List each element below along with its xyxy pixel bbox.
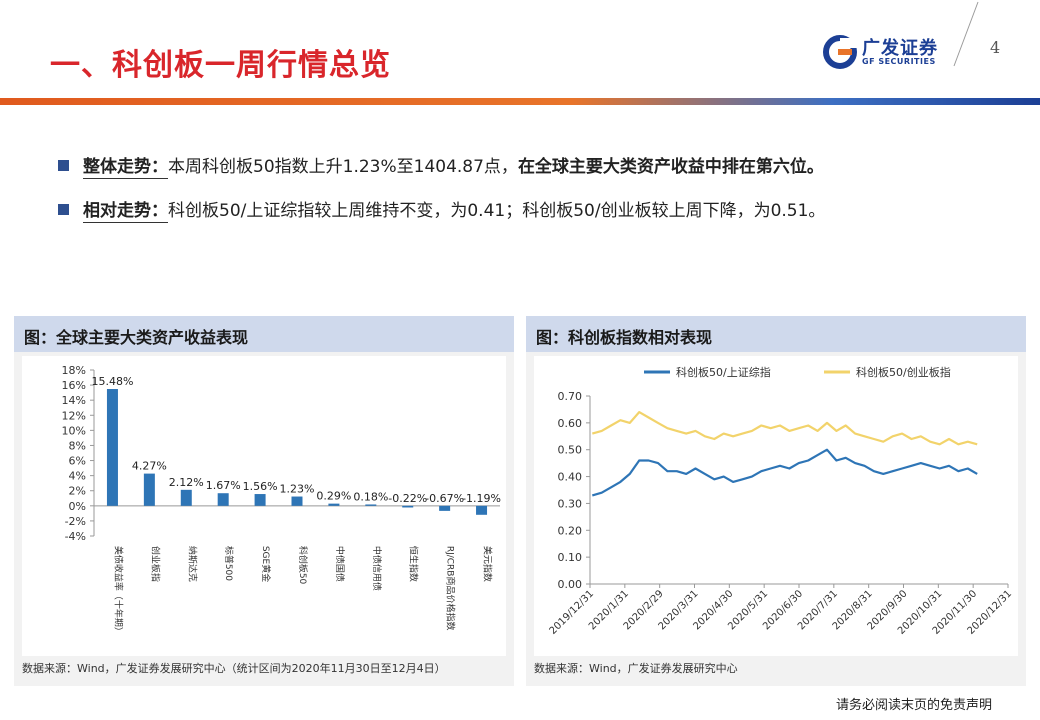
x-category-label: 科创板50 bbox=[297, 546, 309, 585]
y-tick-label: 0.60 bbox=[558, 417, 583, 430]
y-tick-label: -2% bbox=[65, 515, 86, 528]
x-category-label: RJ/CRB商品价格指数 bbox=[445, 546, 457, 631]
y-tick-label: 0.50 bbox=[558, 444, 583, 457]
bar bbox=[143, 473, 155, 506]
data-label: 4.27% bbox=[132, 460, 167, 473]
data-label: 0.18% bbox=[353, 490, 388, 503]
y-tick-label: 10% bbox=[62, 424, 86, 437]
bullet-square-icon bbox=[58, 160, 69, 171]
logo-text-en: GF SECURITIES bbox=[862, 57, 936, 66]
data-label: 1.56% bbox=[243, 480, 278, 493]
y-tick-label: 0.10 bbox=[558, 551, 583, 564]
divider-slash-icon bbox=[953, 1, 979, 67]
y-tick-label: 8% bbox=[69, 439, 86, 452]
series-line bbox=[591, 410, 978, 446]
legend-label: 科创板50/创业板指 bbox=[856, 365, 951, 379]
y-tick-label: 0% bbox=[69, 500, 86, 513]
x-category-label: 美债收益率（十年期） bbox=[112, 546, 124, 636]
data-label: -0.22% bbox=[388, 492, 427, 505]
relative-performance-chart: 科创板50/上证综指 科创板50/创业板指 0.70 0.60 0.50 0.40 0.30… bbox=[534, 356, 1018, 656]
y-tick-label: 0.70 bbox=[558, 390, 583, 403]
y-tick-label: 18% bbox=[62, 364, 86, 377]
series-line bbox=[591, 448, 978, 497]
bullet-relative-trend: 相对走势：科创板50/上证综指较上周维持不变，为0.41；科创板50/创业板较上… bbox=[58, 196, 826, 223]
bar bbox=[328, 503, 340, 506]
bar bbox=[365, 504, 377, 506]
y-tick-label: 6% bbox=[69, 455, 86, 468]
data-source: 数据来源：Wind，广发证券发展研究中心 bbox=[534, 662, 738, 675]
page-number: 4 bbox=[990, 38, 1001, 57]
bullet-overall-trend: 整体走势：本周科创板50指数上升1.23%至1404.87点，在全球主要大类资产… bbox=[58, 152, 824, 179]
legend-label: 科创板50/上证综指 bbox=[676, 365, 771, 379]
x-category-label: 恒生指数 bbox=[408, 546, 420, 582]
gf-logo: 广发证券 GF SECURITIES bbox=[822, 34, 942, 70]
x-category-label: 标普500 bbox=[223, 546, 235, 581]
logo-text-cn: 广发证券 bbox=[862, 38, 938, 59]
y-tick-label: 4% bbox=[69, 470, 86, 483]
data-label: 2.12% bbox=[169, 476, 204, 489]
panel-title: 图：科创板指数相对表现 bbox=[526, 316, 1026, 352]
relative-performance-panel: 图：科创板指数相对表现 科创板50/上证综指 科创板50/创业板指 0.70 0.60… bbox=[526, 316, 1026, 686]
bullet-text: 本周科创板50指数上升1.23%至1404.87点， bbox=[168, 157, 518, 177]
x-tick-label: 2019/12/31 bbox=[548, 588, 597, 637]
panel-title: 图：全球主要大类资产收益表现 bbox=[14, 316, 514, 352]
bullet-square-icon bbox=[58, 204, 69, 215]
data-label: 1.67% bbox=[206, 479, 241, 492]
data-label: 1.23% bbox=[280, 483, 315, 496]
bar bbox=[402, 505, 414, 508]
data-label: -0.67% bbox=[425, 492, 464, 505]
x-category-label: 创业板指 bbox=[149, 546, 161, 582]
x-category-label: 中债信用债 bbox=[371, 546, 383, 591]
asset-returns-chart: 18% 16% 14% 12% 10% 8% 6% 4% 2% 0% -2% -4% 15.48% 美债收… bbox=[22, 356, 506, 656]
y-tick-label: -4% bbox=[65, 530, 86, 543]
bullet-label: 整体走势： bbox=[83, 157, 168, 179]
asset-returns-panel: 图：全球主要大类资产收益表现 18% 16% 14% 12% 10% 8% 6% 4% 2% 0%… bbox=[14, 316, 514, 686]
disclaimer: 请务必阅读末页的免责声明 bbox=[836, 698, 993, 713]
bar bbox=[476, 505, 488, 515]
bar bbox=[106, 389, 118, 506]
bar bbox=[254, 494, 266, 506]
y-tick-label: 0.00 bbox=[558, 578, 583, 591]
x-category-label: 美元指数 bbox=[482, 546, 494, 582]
x-category-label: 中债国债 bbox=[334, 546, 346, 582]
line-chart-svg: 科创板50/上证综指 科创板50/创业板指 0.70 0.60 0.50 0.40 0.30… bbox=[548, 365, 1015, 637]
bullet-text: 科创板50/上证综指较上周维持不变，为0.41；科创板50/创业板较上周下降，为… bbox=[168, 201, 826, 221]
bullet-label: 相对走势： bbox=[83, 201, 168, 223]
data-label: -1.19% bbox=[462, 492, 501, 505]
bar bbox=[180, 489, 192, 506]
bar bbox=[217, 493, 229, 506]
data-source: 数据来源：Wind，广发证券发展研究中心（统计区间为2020年11月30日至12… bbox=[22, 662, 446, 675]
x-category-label: 纳斯达克 bbox=[186, 546, 198, 582]
y-tick-label: 14% bbox=[62, 394, 86, 407]
bar bbox=[291, 496, 303, 506]
y-tick-label: 12% bbox=[62, 409, 86, 422]
x-category-label: SGE黄金 bbox=[260, 546, 272, 582]
y-tick-label: 0.40 bbox=[558, 471, 583, 484]
y-tick-label: 0.30 bbox=[558, 497, 583, 510]
bar-chart-svg: 18% 16% 14% 12% 10% 8% 6% 4% 2% 0% -2% -4% 15.48% 美债收… bbox=[62, 364, 501, 636]
bullet-bold-text: 在全球主要大类资产收益中排在第六位。 bbox=[517, 157, 824, 177]
gf-logo-icon bbox=[823, 35, 858, 69]
data-label: 0.29% bbox=[316, 490, 351, 503]
slide-header: 一、科创板一周行情总览 广发证券 GF SECURITIES 4 bbox=[0, 0, 1040, 100]
y-tick-label: 16% bbox=[62, 379, 86, 392]
bar bbox=[439, 505, 451, 511]
y-tick-label: 2% bbox=[69, 485, 86, 498]
y-tick-label: 0.20 bbox=[558, 524, 583, 537]
data-label: 15.48% bbox=[91, 375, 133, 388]
page-title: 一、科创板一周行情总览 bbox=[50, 48, 391, 83]
header-color-bar bbox=[0, 98, 1040, 105]
